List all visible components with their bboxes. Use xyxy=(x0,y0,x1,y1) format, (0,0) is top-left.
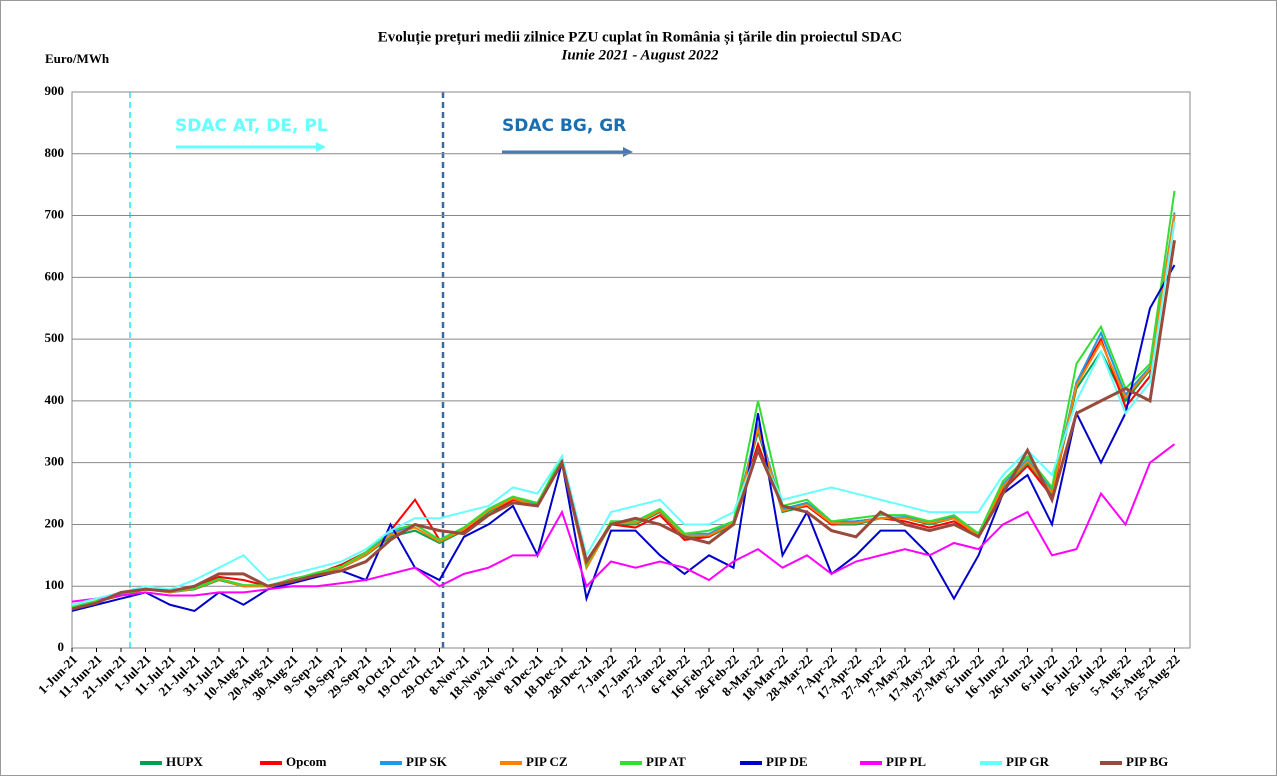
series-line xyxy=(71,443,1176,603)
legend-label: PIP PL xyxy=(886,754,926,769)
y-tick-label: 300 xyxy=(45,454,65,469)
annotation: SDAC BG, GR xyxy=(502,116,626,136)
legend-label: PIP DE xyxy=(766,754,808,769)
chart-title: Evoluție prețuri medii zilnice PZU cupla… xyxy=(378,29,902,45)
legend-label: PIP GR xyxy=(1006,754,1050,769)
y-tick-label: 700 xyxy=(45,207,65,222)
series-line xyxy=(71,221,1176,606)
arrow-head xyxy=(623,147,633,157)
y-tick-label: 100 xyxy=(45,577,65,592)
legend-label: HUPX xyxy=(166,754,203,769)
chart-subtitle: Iunie 2021 - August 2022 xyxy=(561,47,719,63)
legend-label: Opcom xyxy=(286,754,327,769)
legend-label: PIP SK xyxy=(406,754,448,769)
legend-label: PIP BG xyxy=(1126,754,1168,769)
y-axis-label: Euro/MWh xyxy=(45,51,110,66)
y-tick-label: 900 xyxy=(45,83,65,98)
plot-frame xyxy=(71,91,1191,649)
legend-label: PIP AT xyxy=(646,754,686,769)
series-line xyxy=(71,240,1176,611)
y-tick-label: 0 xyxy=(58,639,65,654)
annotation: SDAC AT, DE, PL xyxy=(175,116,328,136)
legend-label: PIP CZ xyxy=(526,754,568,769)
y-tick-label: 400 xyxy=(45,392,65,407)
y-tick-label: 600 xyxy=(45,268,65,283)
series-line xyxy=(71,264,1176,613)
y-tick-label: 500 xyxy=(45,330,65,345)
y-tick-label: 800 xyxy=(45,145,65,160)
arrow-head xyxy=(316,142,326,152)
y-tick-label: 200 xyxy=(45,515,65,530)
